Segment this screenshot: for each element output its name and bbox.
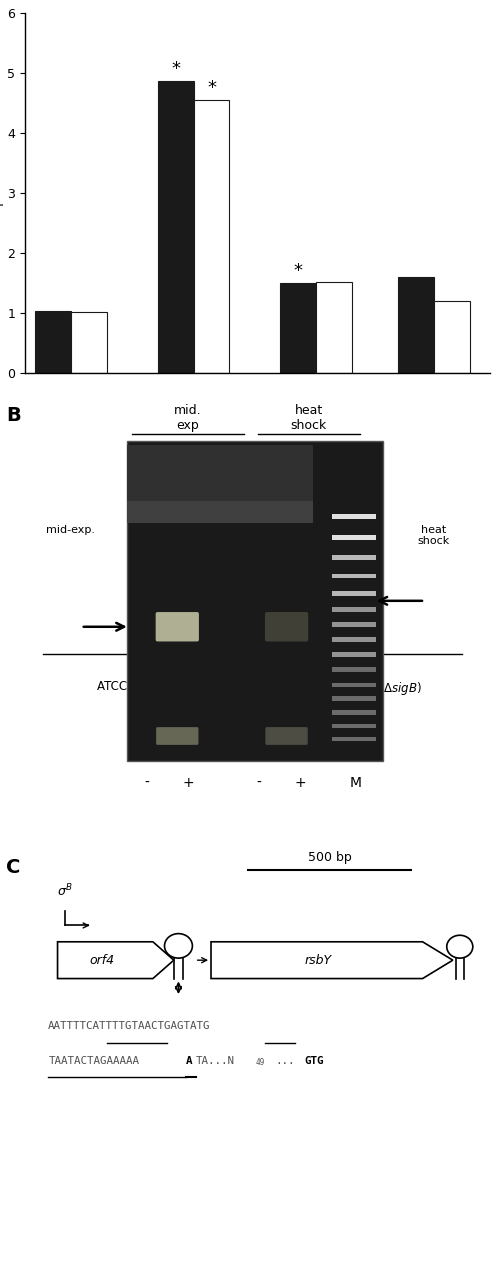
Text: GTG: GTG xyxy=(304,1057,324,1067)
Bar xyxy=(128,445,314,511)
Text: C: C xyxy=(6,858,21,877)
Text: ATCC 14579: ATCC 14579 xyxy=(96,679,168,693)
Text: B: B xyxy=(6,407,21,426)
Bar xyxy=(332,574,376,578)
Bar xyxy=(332,683,376,687)
Text: heat
shock: heat shock xyxy=(178,525,210,546)
Text: mid.
exp: mid. exp xyxy=(174,404,202,432)
Text: *: * xyxy=(171,60,180,77)
FancyArrow shape xyxy=(58,941,174,978)
Bar xyxy=(128,441,383,761)
Bar xyxy=(332,637,376,642)
Bar xyxy=(128,502,314,523)
Text: mid-exp.: mid-exp. xyxy=(292,525,341,535)
Text: *: * xyxy=(207,79,216,96)
Text: -: - xyxy=(144,775,150,791)
Bar xyxy=(332,711,376,715)
Text: -: - xyxy=(256,775,261,791)
Text: orf4: orf4 xyxy=(89,954,114,967)
FancyBboxPatch shape xyxy=(266,727,308,745)
FancyBboxPatch shape xyxy=(156,727,198,745)
Text: A: A xyxy=(186,1057,193,1067)
FancyBboxPatch shape xyxy=(265,612,308,641)
Text: FM1400 ($\Delta$$\it{sigB}$): FM1400 ($\Delta$$\it{sigB}$) xyxy=(328,679,422,697)
Bar xyxy=(332,653,376,658)
Bar xyxy=(332,622,376,627)
Bar xyxy=(398,277,434,374)
Bar xyxy=(71,312,107,374)
Text: TAATACTAGAAAAA: TAATACTAGAAAAA xyxy=(48,1057,139,1067)
Bar xyxy=(332,668,376,673)
Bar xyxy=(332,607,376,612)
Text: heat
shock: heat shock xyxy=(418,525,450,546)
Bar xyxy=(332,736,376,741)
Bar xyxy=(434,302,470,374)
Text: +: + xyxy=(294,775,306,791)
Text: rsbY: rsbY xyxy=(304,954,332,967)
Text: TA...N: TA...N xyxy=(196,1057,235,1067)
Bar xyxy=(332,536,376,540)
FancyBboxPatch shape xyxy=(156,612,199,641)
Bar xyxy=(332,514,376,518)
Text: $\sigma^{B}$: $\sigma^{B}$ xyxy=(56,882,72,898)
Bar xyxy=(316,281,352,374)
FancyArrow shape xyxy=(211,941,453,978)
Text: 500 bp: 500 bp xyxy=(308,851,352,864)
Bar xyxy=(332,723,376,729)
Text: 49: 49 xyxy=(256,1058,264,1067)
Bar xyxy=(332,590,376,595)
Y-axis label: relative expression levels: relative expression levels xyxy=(0,113,4,272)
Bar xyxy=(158,81,194,374)
Text: *: * xyxy=(294,262,303,280)
Text: M: M xyxy=(349,775,361,791)
Text: +: + xyxy=(183,775,194,791)
Bar xyxy=(280,283,316,374)
Text: heat
shock: heat shock xyxy=(290,404,327,432)
Bar xyxy=(35,312,71,374)
Bar xyxy=(332,555,376,560)
Bar xyxy=(194,100,230,374)
Text: AATTTTCATTTTGTAACTGAGTATG: AATTTTCATTTTGTAACTGAGTATG xyxy=(48,1021,211,1031)
Text: ...: ... xyxy=(275,1057,294,1067)
Text: mid-exp.: mid-exp. xyxy=(46,525,96,535)
Bar xyxy=(332,697,376,701)
